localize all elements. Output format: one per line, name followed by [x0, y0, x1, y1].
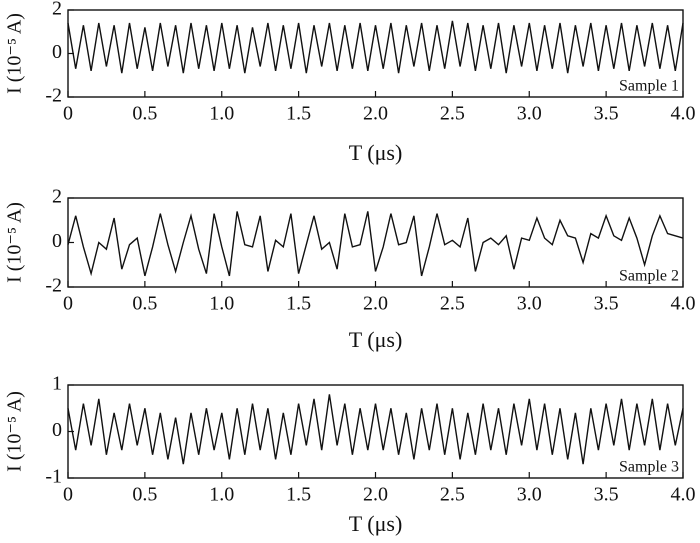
- x-tick-label: 0: [63, 293, 73, 315]
- x-tick-label: 2.0: [363, 293, 388, 315]
- x-tick-label: 1.0: [209, 484, 234, 506]
- x-tick-label: 4.0: [671, 103, 696, 125]
- x-tick-label: 4.0: [671, 293, 696, 315]
- x-axis-label: T (μs): [349, 140, 403, 165]
- annotation-bg: [617, 267, 680, 285]
- y-tick-label: 0: [52, 230, 62, 252]
- y-axis-label: I (10⁻⁵ A): [4, 13, 26, 94]
- sample-annotation: Sample 2: [619, 268, 679, 285]
- x-tick-label: 3.0: [517, 293, 542, 315]
- x-tick-label: 1.5: [286, 293, 311, 315]
- x-tick-label: 2.5: [440, 103, 465, 125]
- y-axis-label: I (10⁻⁵ A): [4, 202, 26, 283]
- y-tick-label: -2: [45, 85, 62, 107]
- signal-line: [67, 20, 684, 74]
- x-tick-label: 3.0: [517, 103, 542, 125]
- y-tick-label: -1: [45, 466, 62, 488]
- y-axis-label: I (10⁻⁵ A): [4, 391, 26, 472]
- sample-annotation: Sample 1: [619, 78, 679, 95]
- x-tick-label: 3.5: [594, 484, 619, 506]
- x-tick-label: 0.5: [132, 484, 157, 506]
- x-axis-label: T (μs): [349, 511, 403, 536]
- x-tick-label: 3.0: [517, 484, 542, 506]
- x-tick-label: 1.0: [209, 293, 234, 315]
- annotation-bg: [617, 458, 680, 476]
- x-tick-label: 1.5: [286, 484, 311, 506]
- x-tick-label: 0.5: [132, 103, 157, 125]
- x-tick-label: 2.5: [440, 484, 465, 506]
- y-tick-label: -2: [45, 275, 62, 297]
- x-tick-label: 0.5: [132, 293, 157, 315]
- plot-frame: [67, 384, 684, 479]
- x-tick-label: 0: [63, 484, 73, 506]
- plot-frame: [67, 197, 684, 288]
- sample-annotation: Sample 3: [619, 459, 679, 476]
- signal-line: [67, 211, 684, 277]
- x-tick-label: 3.5: [594, 103, 619, 125]
- y-tick-label: 2: [52, 186, 62, 208]
- y-tick-label: 1: [52, 373, 62, 395]
- y-tick-label: 2: [52, 0, 62, 20]
- x-tick-label: 2.5: [440, 293, 465, 315]
- x-tick-label: 3.5: [594, 293, 619, 315]
- x-tick-label: 1.5: [286, 103, 311, 125]
- x-tick-label: 0: [63, 103, 73, 125]
- y-tick-label: 0: [52, 419, 62, 441]
- annotation-bg: [617, 77, 680, 95]
- x-tick-label: 2.0: [363, 103, 388, 125]
- x-tick-label: 2.0: [363, 484, 388, 506]
- x-axis-label: T (μs): [349, 327, 403, 352]
- x-tick-label: 1.0: [209, 103, 234, 125]
- signal-line: [67, 394, 684, 465]
- y-tick-label: 0: [52, 41, 62, 63]
- x-tick-label: 4.0: [671, 484, 696, 506]
